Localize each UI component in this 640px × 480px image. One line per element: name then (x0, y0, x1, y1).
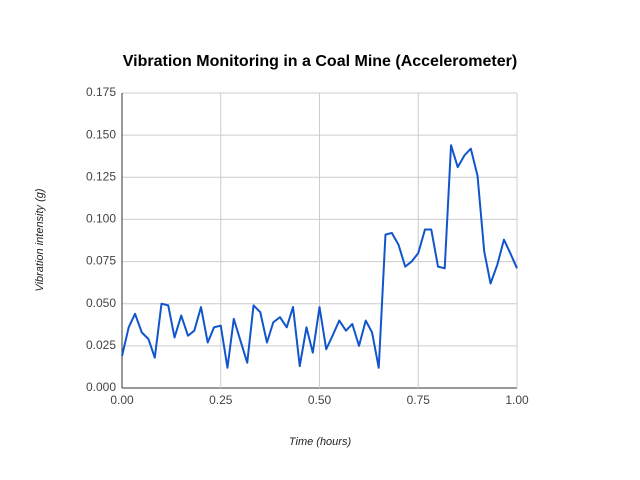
y-tick-label: 0.100 (86, 212, 116, 226)
x-tick-label: 0.00 (110, 393, 134, 407)
y-axis-title: Vibration intensity (g) (34, 188, 46, 291)
y-tick-label: 0.025 (86, 338, 116, 352)
x-tick-label: 0.50 (308, 393, 332, 407)
y-tick-label: 0.075 (86, 254, 116, 268)
y-tick-label: 0.125 (86, 169, 116, 183)
x-tick-label: 1.00 (505, 393, 529, 407)
x-axis-title: Time (hours) (289, 436, 352, 448)
x-tick-label: 0.75 (407, 393, 431, 407)
y-tick-label: 0.000 (86, 380, 116, 394)
y-tick-label: 0.175 (86, 85, 116, 99)
data-line (121, 144, 518, 369)
x-tick-label: 0.25 (209, 393, 233, 407)
y-tick-label: 0.050 (86, 296, 116, 310)
chart-title: Vibration Monitoring in a Coal Mine (Acc… (123, 53, 517, 70)
y-tick-label: 0.150 (86, 127, 116, 141)
